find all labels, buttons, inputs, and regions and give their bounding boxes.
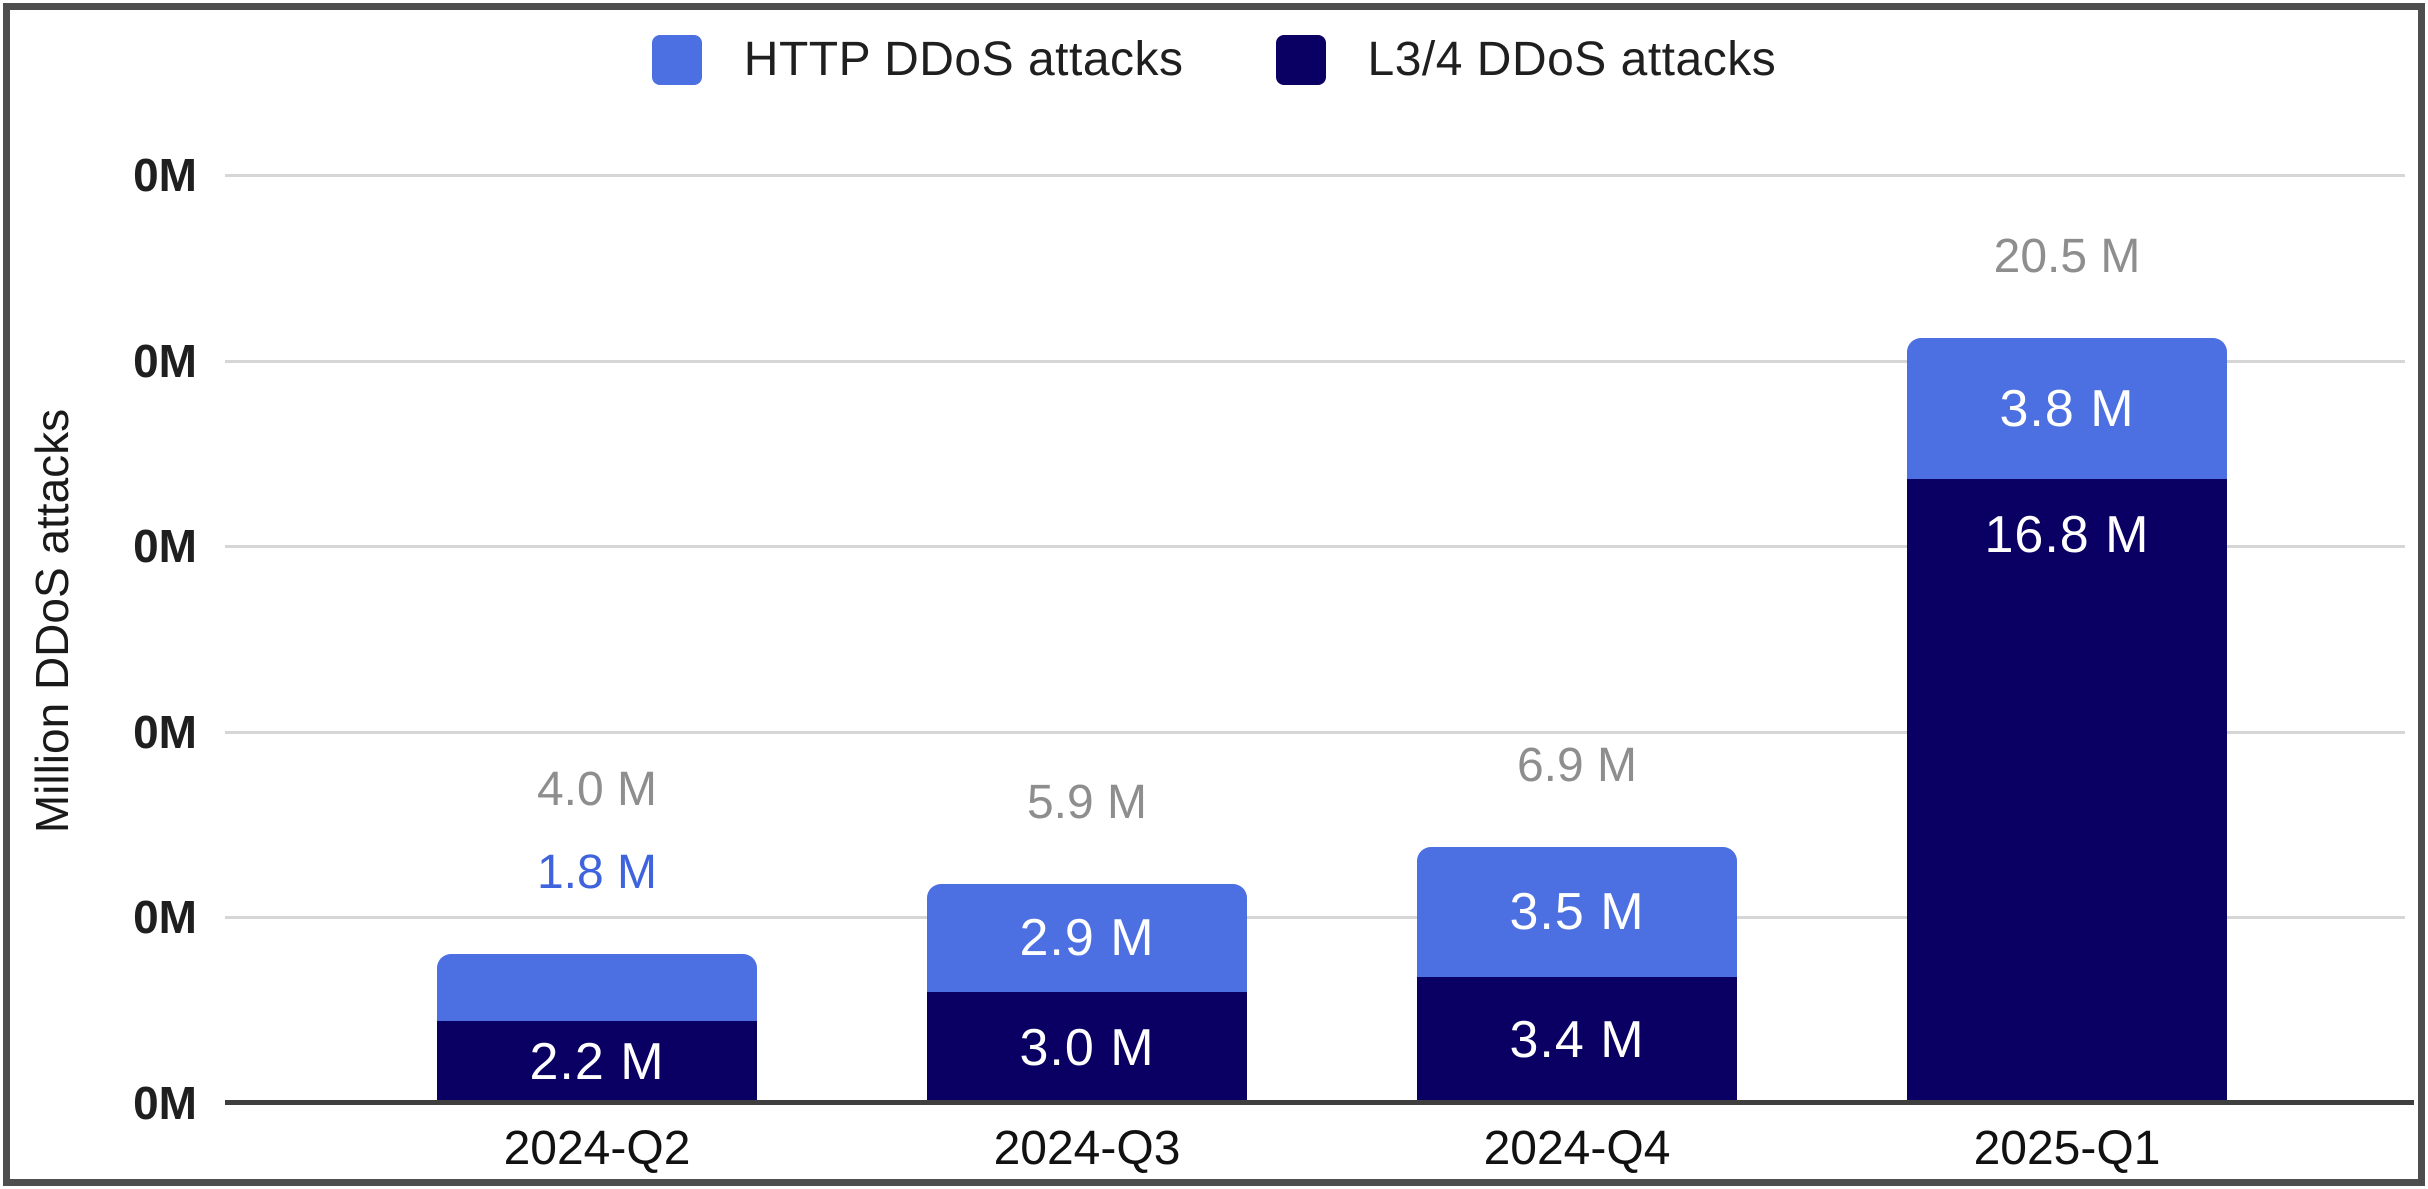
y-tick-label: 0M bbox=[133, 705, 197, 758]
grid-line bbox=[225, 545, 2405, 549]
plot-area: 0M 0M 0M 0M 0M 0M 4.0 M 1.8 M 2.2 M 2024-Q2 5.9 M 2… bbox=[133, 152, 2414, 1175]
legend-label-l34: L3/4 DDoS attacks bbox=[1367, 33, 1777, 86]
http-segment: 3.8 M bbox=[1907, 338, 2227, 479]
l34-segment: 3.0 M bbox=[927, 992, 1247, 1103]
x-axis-label: 2024-Q2 bbox=[503, 1122, 691, 1175]
stacked-bar: 3.5 M 3.4 M bbox=[1417, 847, 1737, 1103]
http-segment bbox=[437, 954, 757, 1021]
l34-segment-value-label: 2.2 M bbox=[529, 1033, 665, 1091]
legend-label-http: HTTP DDoS attacks bbox=[743, 33, 1184, 86]
total-value-label: 6.9 M bbox=[1516, 738, 1638, 792]
total-value-label: 20.5 M bbox=[1993, 229, 2141, 283]
bar-slot: 20.5 M 3.8 M 16.8 M 2025-Q1 bbox=[1822, 175, 2312, 1175]
http-segment: 3.5 M bbox=[1417, 847, 1737, 977]
x-axis-label: 2024-Q4 bbox=[1483, 1122, 1671, 1175]
legend-swatch-l34-icon bbox=[1275, 34, 1326, 85]
bar-slot: 6.9 M 3.5 M 3.4 M 2024-Q4 bbox=[1332, 175, 1822, 1175]
stacked-bar: 2.9 M 3.0 M bbox=[927, 884, 1247, 1103]
total-value-label: 4.0 M bbox=[536, 762, 658, 816]
chart-frame: HTTP DDoS attacks L3/4 DDoS attacks Mill… bbox=[3, 3, 2425, 1186]
legend-swatch-http-icon bbox=[651, 34, 702, 85]
l34-segment: 16.8 M bbox=[1907, 479, 2227, 1103]
y-axis-title: Million DDoS attacks bbox=[26, 408, 78, 834]
grid-line bbox=[225, 359, 2405, 363]
y-tick-label: 0M bbox=[133, 1077, 197, 1129]
y-tick-label: 0M bbox=[133, 520, 197, 573]
http-segment-value-label: 3.8 M bbox=[1999, 379, 2135, 438]
bar-slot: 4.0 M 1.8 M 2.2 M 2024-Q2 bbox=[352, 175, 842, 1175]
legend-item-l34: L3/4 DDoS attacks bbox=[1275, 32, 1777, 87]
http-segment-value-label: 3.5 M bbox=[1509, 883, 1645, 941]
grid-line bbox=[225, 730, 2405, 734]
l34-segment: 3.4 M bbox=[1417, 977, 1737, 1103]
grid-line bbox=[225, 916, 2405, 920]
l34-segment: 2.2 M bbox=[437, 1021, 757, 1103]
bar-slot: 5.9 M 2.9 M 3.0 M 2024-Q3 bbox=[842, 175, 1332, 1175]
stacked-bar: 2.2 M bbox=[437, 954, 757, 1103]
legend-item-http: HTTP DDoS attacks bbox=[651, 32, 1184, 87]
bars-band: 4.0 M 1.8 M 2.2 M 2024-Q2 5.9 M 2.9 M 3.0 M 202… bbox=[352, 175, 2312, 1175]
x-axis-label: 2025-Q1 bbox=[1973, 1122, 2161, 1175]
stacked-bar: 3.8 M 16.8 M bbox=[1907, 338, 2227, 1103]
grid-line bbox=[225, 174, 2405, 177]
y-tick-label: 0M bbox=[133, 334, 197, 387]
y-tick-label: 0M bbox=[133, 891, 197, 944]
total-value-label: 5.9 M bbox=[1026, 775, 1148, 829]
x-axis-label: 2024-Q3 bbox=[993, 1122, 1181, 1175]
l34-segment-value-label: 3.0 M bbox=[1019, 1018, 1155, 1077]
x-axis-baseline bbox=[225, 1100, 2414, 1105]
l34-segment-value-label: 3.4 M bbox=[1509, 1011, 1645, 1069]
l34-segment-value-label: 16.8 M bbox=[1984, 506, 2150, 564]
y-tick-label: 0M bbox=[133, 149, 197, 201]
http-value-label-outside: 1.8 M bbox=[536, 845, 658, 899]
legend: HTTP DDoS attacks L3/4 DDoS attacks bbox=[10, 32, 2418, 87]
http-segment: 2.9 M bbox=[927, 884, 1247, 992]
http-segment-value-label: 2.9 M bbox=[1019, 909, 1155, 967]
